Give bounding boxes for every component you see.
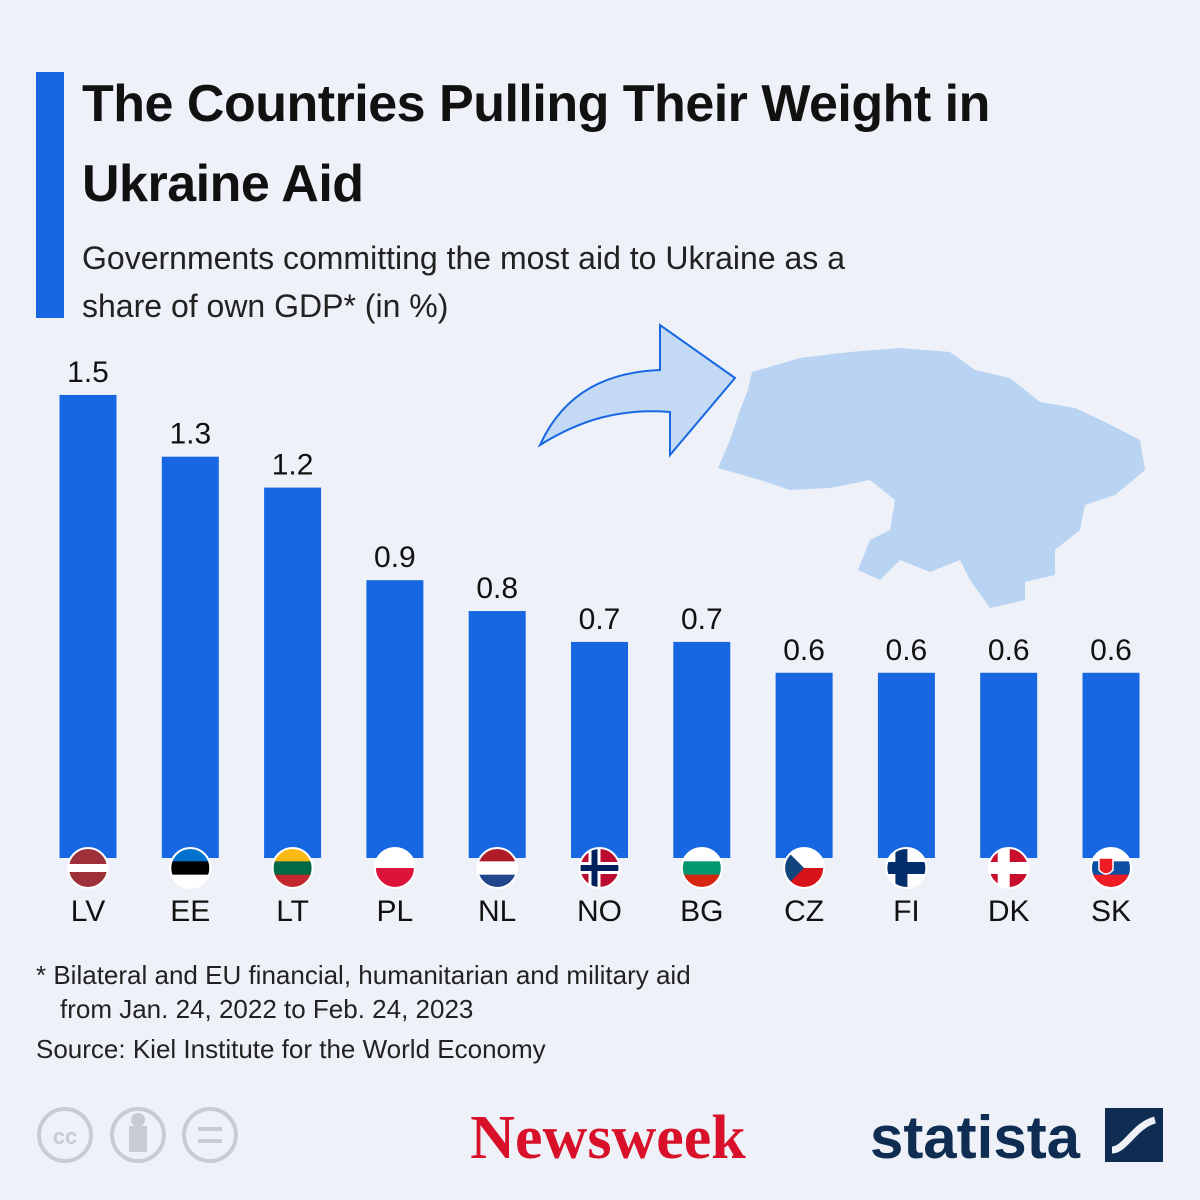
cc-icons: cc bbox=[37, 1107, 238, 1163]
flag-cross bbox=[579, 865, 620, 871]
flag-ring bbox=[373, 847, 416, 889]
chart-subtitle: Governments committing the most aid to U… bbox=[82, 240, 845, 324]
value-label: 1.5 bbox=[67, 356, 109, 389]
flag bbox=[579, 848, 620, 888]
flag-stripe bbox=[374, 868, 415, 888]
flag-stripe bbox=[681, 861, 722, 876]
flag-stripe bbox=[272, 861, 313, 876]
bar bbox=[59, 394, 117, 858]
value-label: 0.9 bbox=[374, 541, 416, 574]
flag-ring bbox=[476, 847, 519, 889]
value-label: 0.7 bbox=[681, 603, 723, 636]
x-tick-label: LT bbox=[276, 895, 309, 928]
title-accent bbox=[36, 72, 64, 318]
footnote-line: from Jan. 24, 2022 to Feb. 24, 2023 bbox=[60, 994, 474, 1024]
flag-ring bbox=[271, 847, 314, 889]
flag-ring bbox=[169, 847, 212, 889]
x-tick-label: PL bbox=[377, 895, 414, 928]
flag-ring bbox=[680, 847, 723, 889]
x-tick-label: CZ bbox=[784, 895, 824, 928]
flag bbox=[374, 848, 415, 888]
bar bbox=[366, 580, 424, 858]
flag bbox=[886, 848, 927, 888]
svg-text:cc: cc bbox=[53, 1124, 77, 1149]
bar bbox=[1082, 672, 1140, 858]
bar bbox=[673, 641, 731, 858]
bar bbox=[877, 672, 935, 858]
bar bbox=[468, 611, 526, 858]
flag-cross bbox=[886, 865, 927, 871]
flag-stripe bbox=[68, 848, 108, 865]
flag-cross bbox=[988, 865, 1029, 871]
flag-triangle bbox=[784, 848, 805, 888]
value-label: 0.6 bbox=[783, 634, 825, 667]
flag-stripe bbox=[477, 861, 518, 876]
flag-ring bbox=[1090, 847, 1132, 889]
x-tick-label: NO bbox=[577, 895, 622, 928]
flag-stripe bbox=[68, 864, 108, 873]
value-label: 0.7 bbox=[579, 603, 621, 636]
x-tick-label: LV bbox=[71, 895, 105, 928]
arrow bbox=[537, 323, 737, 458]
flag-stripe bbox=[374, 848, 415, 869]
flag-ring bbox=[885, 847, 928, 889]
footnote: * Bilateral and EU financial, humanitari… bbox=[36, 958, 691, 1026]
flag bbox=[68, 848, 108, 888]
value-label: 0.6 bbox=[988, 634, 1030, 667]
flag-stripe bbox=[170, 861, 211, 876]
x-tick-label: NL bbox=[478, 895, 516, 928]
value-label: 0.6 bbox=[1090, 634, 1132, 667]
bar bbox=[264, 487, 322, 858]
bar bbox=[161, 456, 219, 858]
source: Source: Kiel Institute for the World Eco… bbox=[36, 1034, 546, 1064]
flag-ring bbox=[67, 847, 109, 889]
flag-stripe bbox=[68, 872, 108, 888]
bar bbox=[775, 672, 833, 858]
value-label: 0.6 bbox=[886, 634, 928, 667]
x-tick-label: SK bbox=[1091, 895, 1131, 928]
chart-title: The Countries Pulling Their Weight in Uk… bbox=[82, 75, 990, 213]
value-label: 1.3 bbox=[169, 418, 211, 451]
publisher-logo: Newsweek bbox=[470, 1104, 746, 1172]
flag bbox=[988, 848, 1029, 888]
value-label: 0.8 bbox=[476, 572, 518, 605]
ukraine-map bbox=[718, 348, 1145, 608]
flag-ring bbox=[578, 847, 621, 889]
x-tick-label: BG bbox=[680, 895, 723, 928]
x-tick-label: FI bbox=[893, 895, 920, 928]
flag-ring bbox=[987, 847, 1030, 889]
flag bbox=[784, 848, 825, 888]
flag-shield bbox=[1098, 857, 1114, 875]
footnote-line: * Bilateral and EU financial, humanitari… bbox=[36, 960, 691, 990]
brand-mark-swoosh bbox=[1111, 1116, 1157, 1154]
flag-ring bbox=[783, 847, 826, 889]
x-tick-label: DK bbox=[988, 895, 1030, 928]
bar bbox=[980, 672, 1038, 858]
x-tick-label: EE bbox=[170, 895, 210, 928]
bar bbox=[571, 641, 628, 858]
value-label: 1.2 bbox=[272, 449, 314, 482]
brand-logo: statista bbox=[870, 1104, 1081, 1171]
